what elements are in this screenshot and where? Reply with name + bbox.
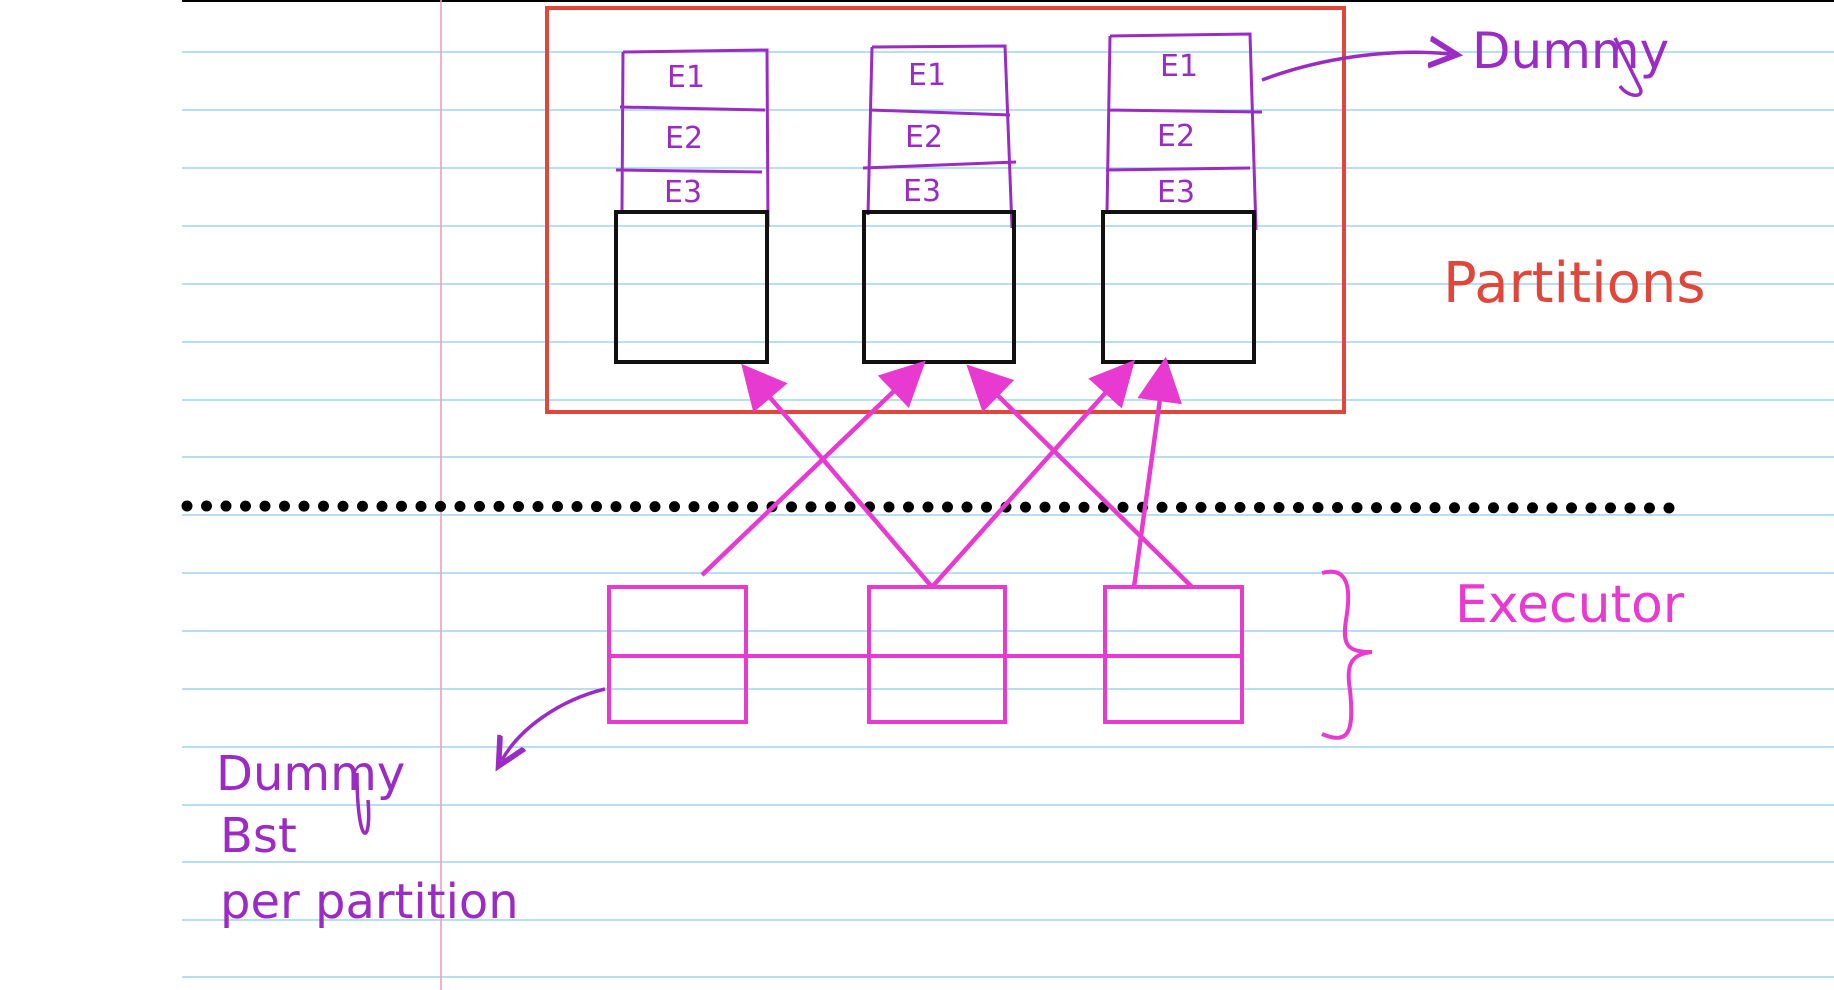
ruled-lines xyxy=(182,51,1834,978)
note-line-1: Dummy xyxy=(216,746,405,802)
arrow-icon xyxy=(502,687,606,760)
dummy-label-tail xyxy=(1613,37,1643,97)
event-label: E2 xyxy=(665,121,703,156)
event-stack xyxy=(1105,32,1263,231)
event-label: E1 xyxy=(667,60,705,95)
partition-3: E1 E2 E3 xyxy=(1101,32,1263,364)
event-label: E3 xyxy=(664,175,702,210)
partitions-box xyxy=(545,6,1346,414)
event-label: E2 xyxy=(905,120,943,155)
executor-to-partition-arrows xyxy=(700,356,1194,589)
note-tail xyxy=(355,772,371,835)
executor-label: Executor xyxy=(1455,575,1685,635)
partition-box xyxy=(614,210,769,364)
event-label: E2 xyxy=(1157,119,1195,154)
dummy-label: Dummy xyxy=(1472,22,1669,80)
arrow-icon xyxy=(1261,52,1450,82)
separator-dotted-line xyxy=(181,500,1680,514)
event-label: E3 xyxy=(1157,175,1195,210)
executor xyxy=(607,585,1244,724)
arrow-icon xyxy=(930,359,1135,589)
note-line-3: per partition xyxy=(220,874,519,930)
arrow-icon xyxy=(741,363,934,589)
event-label: E1 xyxy=(908,58,946,93)
event-label: E3 xyxy=(903,174,941,209)
partition-box xyxy=(862,210,1016,364)
note-line-2: Bst xyxy=(220,808,297,864)
partition-1: E1 E2 E3 xyxy=(614,48,770,364)
arrow-icon xyxy=(700,360,926,577)
right-curly-brace-icon xyxy=(1321,569,1373,740)
partition-box xyxy=(1101,210,1256,364)
arrow-icon xyxy=(1131,356,1182,588)
partitions-label: Partitions xyxy=(1443,251,1706,316)
event-label: E1 xyxy=(1160,49,1198,84)
event-stack xyxy=(615,48,770,228)
arrow-icon xyxy=(966,364,1194,589)
event-stack xyxy=(862,44,1017,229)
partition-2: E1 E2 E3 xyxy=(862,44,1017,364)
